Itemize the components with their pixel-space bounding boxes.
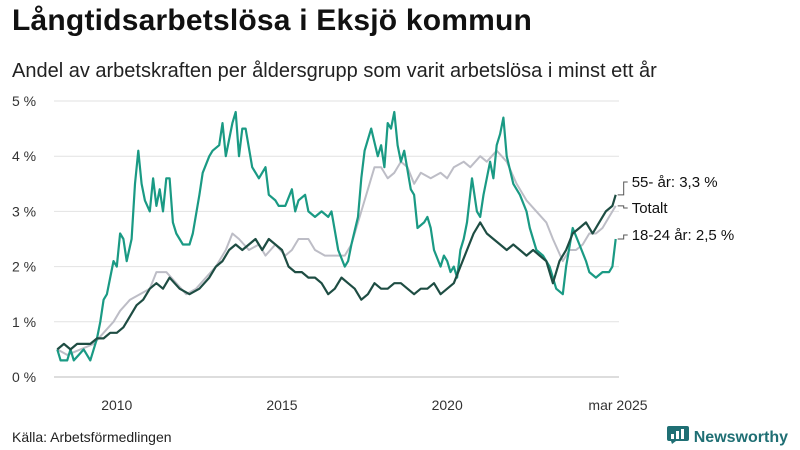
y-tick-label: 0 %: [12, 369, 36, 385]
y-tick-label: 3 %: [12, 203, 36, 219]
brand-name: Newsworthy: [693, 428, 788, 446]
line-chart: 0 % 1 % 2 % 3 % 4 % 5 % 2010 2015 2020 mar 2025 To…: [12, 93, 735, 413]
brand[interactable]: Newsworthy: [666, 426, 788, 449]
label-leader-total: [617, 205, 628, 209]
y-tick-label: 2 %: [12, 259, 36, 275]
label-leader-young: [617, 234, 628, 240]
series-label-total: Totalt: [632, 200, 669, 217]
label-leader-older: [617, 181, 628, 196]
source-note: Källa: Arbetsförmedlingen: [12, 429, 172, 445]
newsworthy-logo-icon: [666, 426, 689, 449]
series-label-young: 18-24 år: 2,5 %: [632, 227, 735, 244]
y-tick-label: 4 %: [12, 148, 36, 164]
x-tick-label: 2020: [432, 397, 463, 413]
chart-subtitle: Andel av arbetskraften per åldersgrupp s…: [12, 60, 657, 82]
series-line-older: [56, 194, 617, 351]
y-tick-label: 1 %: [12, 314, 36, 330]
series-line-total: [56, 149, 617, 356]
x-tick-label: 2010: [101, 397, 132, 413]
x-tick-label: mar 2025: [588, 397, 647, 413]
series-line-young: [56, 110, 617, 362]
x-tick-label: 2015: [266, 397, 297, 413]
chart-title: Långtidsarbetslösa i Eksjö kommun: [12, 4, 533, 37]
series-label-older: 55- år: 3,3 %: [632, 174, 718, 191]
y-tick-label: 5 %: [12, 93, 36, 109]
